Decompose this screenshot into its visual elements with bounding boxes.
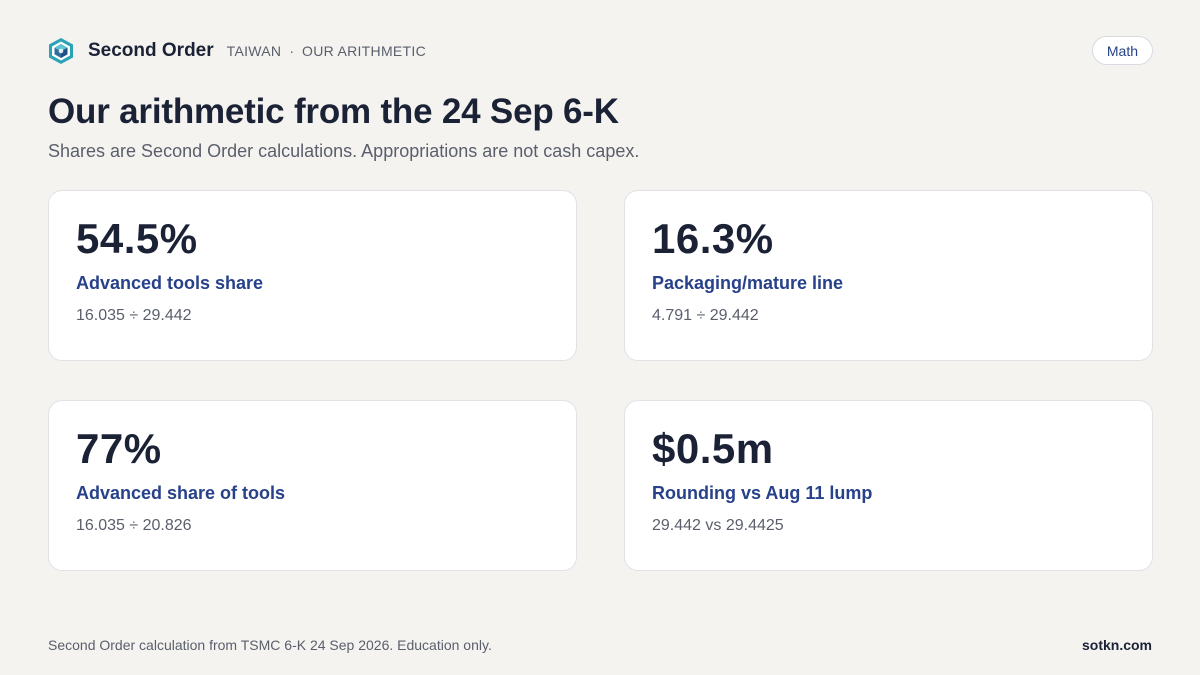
- stat-formula: 16.035 ÷ 29.442: [76, 307, 192, 324]
- stat-label: Rounding vs Aug 11 lump: [652, 483, 873, 503]
- footer-site-link[interactable]: sotkn.com: [1081, 637, 1152, 653]
- stat-value: $0.5m: [652, 425, 774, 472]
- stat-formula: 16.035 ÷ 20.826: [76, 517, 192, 534]
- stat-formula: 29.442 vs 29.4425: [652, 517, 784, 534]
- breadcrumb-separator: ·: [289, 43, 295, 59]
- footer-note: Second Order calculation from TSMC 6-K 2…: [48, 637, 492, 653]
- stat-label: Advanced tools share: [76, 273, 264, 293]
- stat-label: Advanced share of tools: [76, 483, 286, 503]
- page-title: Our arithmetic from the 24 Sep 6-K: [48, 92, 619, 131]
- stat-card: 16.3% Packaging/mature line 4.791 ÷ 29.4…: [624, 190, 1153, 361]
- stat-value: 16.3%: [652, 215, 774, 262]
- stat-card: 77% Advanced share of tools 16.035 ÷ 20.…: [48, 400, 577, 571]
- breadcrumb-region[interactable]: TAIWAN: [226, 43, 282, 59]
- hexagon-cube-icon: [48, 37, 76, 65]
- stat-label: Packaging/mature line: [652, 273, 844, 293]
- brand-name: Second Order: [88, 40, 214, 61]
- stat-card: $0.5m Rounding vs Aug 11 lump 29.442 vs …: [624, 400, 1153, 571]
- stat-value: 77%: [76, 425, 162, 472]
- category-badge[interactable]: Math: [1091, 36, 1153, 65]
- header: Second Order TAIWAN · OUR ARITHMETIC Mat…: [48, 36, 1153, 66]
- breadcrumb-section[interactable]: OUR ARITHMETIC: [302, 43, 426, 59]
- page-subtitle: Shares are Second Order calculations. Ap…: [48, 141, 640, 161]
- stat-value: 54.5%: [76, 215, 198, 262]
- stat-card: 54.5% Advanced tools share 16.035 ÷ 29.4…: [48, 190, 577, 361]
- stat-formula: 4.791 ÷ 29.442: [652, 307, 759, 324]
